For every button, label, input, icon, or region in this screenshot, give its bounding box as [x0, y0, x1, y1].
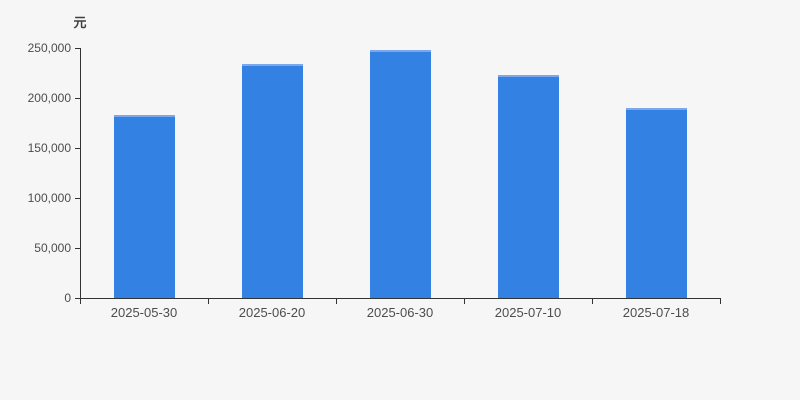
x-axis-label: 2025-06-20 — [238, 305, 306, 320]
x-axis-line — [80, 298, 721, 299]
x-tick-mark — [464, 299, 465, 304]
bar-2025-06-20[interactable] — [241, 64, 303, 298]
bar-2025-07-10[interactable] — [497, 75, 559, 298]
y-tick-label: 50,000 — [34, 241, 71, 255]
y-tick-label: 150,000 — [27, 141, 71, 155]
x-tick-mark — [592, 299, 593, 304]
x-axis-label: 2025-07-10 — [494, 305, 562, 320]
y-tick-label: 200,000 — [27, 91, 71, 105]
x-tick-mark — [720, 299, 721, 304]
y-axis-line — [80, 48, 81, 299]
y-tick-label: 250,000 — [27, 41, 71, 55]
x-axis-label: 2025-07-18 — [622, 305, 690, 320]
x-axis-label: 2025-05-30 — [110, 305, 178, 320]
y-tick-mark — [75, 298, 80, 299]
x-tick-mark — [208, 299, 209, 304]
y-tick-label: 100,000 — [27, 191, 71, 205]
y-axis-unit-label: 元 — [73, 15, 87, 30]
bar-2025-07-18[interactable] — [625, 108, 687, 298]
y-tick-mark — [75, 198, 80, 199]
y-tick-label: 0 — [64, 291, 71, 305]
bar-2025-05-30[interactable] — [113, 115, 175, 298]
y-tick-mark — [75, 98, 80, 99]
x-tick-mark — [80, 299, 81, 304]
y-tick-mark — [75, 248, 80, 249]
x-axis-label: 2025-06-30 — [366, 305, 434, 320]
y-tick-mark — [75, 148, 80, 149]
x-tick-mark — [336, 299, 337, 304]
y-tick-mark — [75, 48, 80, 49]
bar-2025-06-30[interactable] — [369, 50, 431, 298]
